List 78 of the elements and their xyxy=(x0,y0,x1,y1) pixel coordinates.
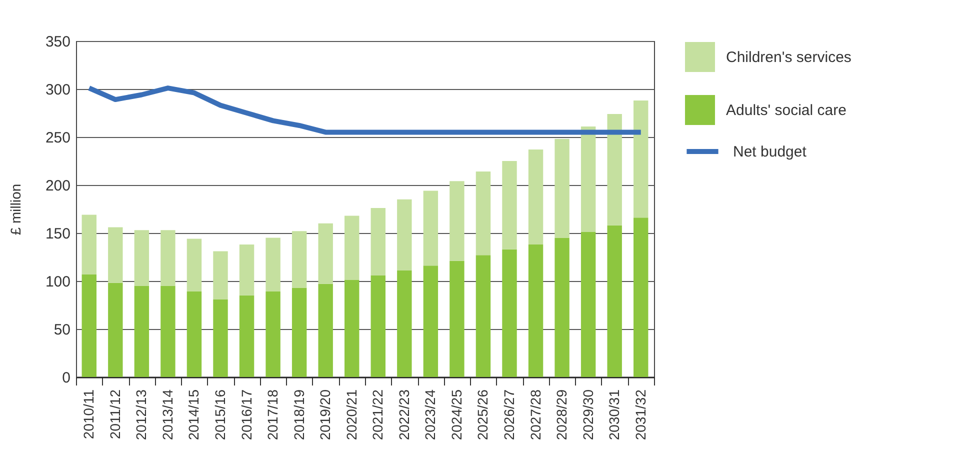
legend-label: Net budget xyxy=(733,144,808,160)
bar xyxy=(554,138,570,238)
x-tick-label: 2016/17 xyxy=(238,389,254,440)
bar xyxy=(186,292,202,377)
legend-label: Children's services xyxy=(726,49,852,66)
bar xyxy=(344,216,360,280)
x-tick-label: 2023/24 xyxy=(422,389,438,440)
y-tick-label: 150 xyxy=(45,226,70,242)
bar xyxy=(634,100,648,218)
x-tick-label: 2024/25 xyxy=(448,389,464,440)
bar xyxy=(82,214,96,274)
bar xyxy=(370,208,386,276)
bar xyxy=(502,161,517,250)
bar xyxy=(607,225,622,377)
y-axis-title: £ million xyxy=(7,184,24,236)
x-tick-label: 2021/22 xyxy=(370,389,386,440)
bar xyxy=(450,260,464,377)
bar xyxy=(423,266,438,377)
x-tick-label: 2026/27 xyxy=(501,389,517,440)
bar xyxy=(108,227,123,283)
bar xyxy=(213,299,228,377)
bar xyxy=(397,270,412,377)
bar xyxy=(266,292,280,377)
x-tick-label: 2013/14 xyxy=(159,389,176,440)
legend-label: Adults' social care xyxy=(726,102,846,119)
y-tick-label: 100 xyxy=(45,274,70,290)
x-tick-label: 2018/19 xyxy=(290,389,307,440)
x-tick-label: 2014/15 xyxy=(186,389,202,440)
x-tick-label: 2025/26 xyxy=(474,389,491,440)
bar xyxy=(82,274,96,377)
bar xyxy=(239,295,254,377)
bar xyxy=(318,223,333,284)
x-tick-label: 2011/12 xyxy=(106,389,123,440)
y-tick-label: 250 xyxy=(45,130,70,146)
y-tick-label: 50 xyxy=(54,322,70,338)
bar xyxy=(450,181,464,261)
bar xyxy=(370,275,386,377)
bar xyxy=(160,230,176,286)
bar xyxy=(318,284,333,377)
bar xyxy=(502,249,517,377)
bar xyxy=(634,218,648,377)
x-tick-label: 2017/18 xyxy=(264,389,281,440)
bar xyxy=(397,199,412,270)
bar xyxy=(476,255,491,377)
bar xyxy=(292,231,307,288)
bar xyxy=(134,286,150,377)
bar xyxy=(476,172,491,256)
bar xyxy=(607,114,622,226)
bar xyxy=(423,190,438,266)
x-tick-label: 2012/13 xyxy=(133,389,150,440)
bar xyxy=(580,126,596,232)
x-tick-label: 2031/32 xyxy=(632,389,648,440)
bar xyxy=(134,230,150,286)
y-tick-label: 350 xyxy=(45,34,70,50)
bar xyxy=(160,286,176,377)
bar xyxy=(528,244,544,377)
x-tick-label: 2019/20 xyxy=(317,389,334,440)
bar xyxy=(266,238,280,292)
y-tick-label: 0 xyxy=(62,370,70,386)
x-tick-label: 2010/11 xyxy=(80,389,97,440)
bar xyxy=(186,238,202,292)
bar xyxy=(239,244,254,296)
bar xyxy=(580,232,596,377)
x-tick-label: 2020/21 xyxy=(343,389,360,440)
y-tick-label: 300 xyxy=(45,82,70,98)
bar xyxy=(108,282,123,377)
x-tick-label: 2027/28 xyxy=(527,389,544,440)
bar xyxy=(344,280,360,377)
x-tick-label: 2029/30 xyxy=(580,389,596,440)
x-tick-label: 2015/16 xyxy=(212,389,228,440)
bar xyxy=(292,288,307,377)
bar xyxy=(554,238,570,377)
x-tick-label: 2030/31 xyxy=(606,389,622,440)
x-tick-label: 2022/23 xyxy=(396,389,412,440)
x-tick-label: 2028/29 xyxy=(554,389,570,440)
bar xyxy=(528,149,544,245)
y-tick-label: 200 xyxy=(45,178,70,194)
bar xyxy=(213,251,228,300)
